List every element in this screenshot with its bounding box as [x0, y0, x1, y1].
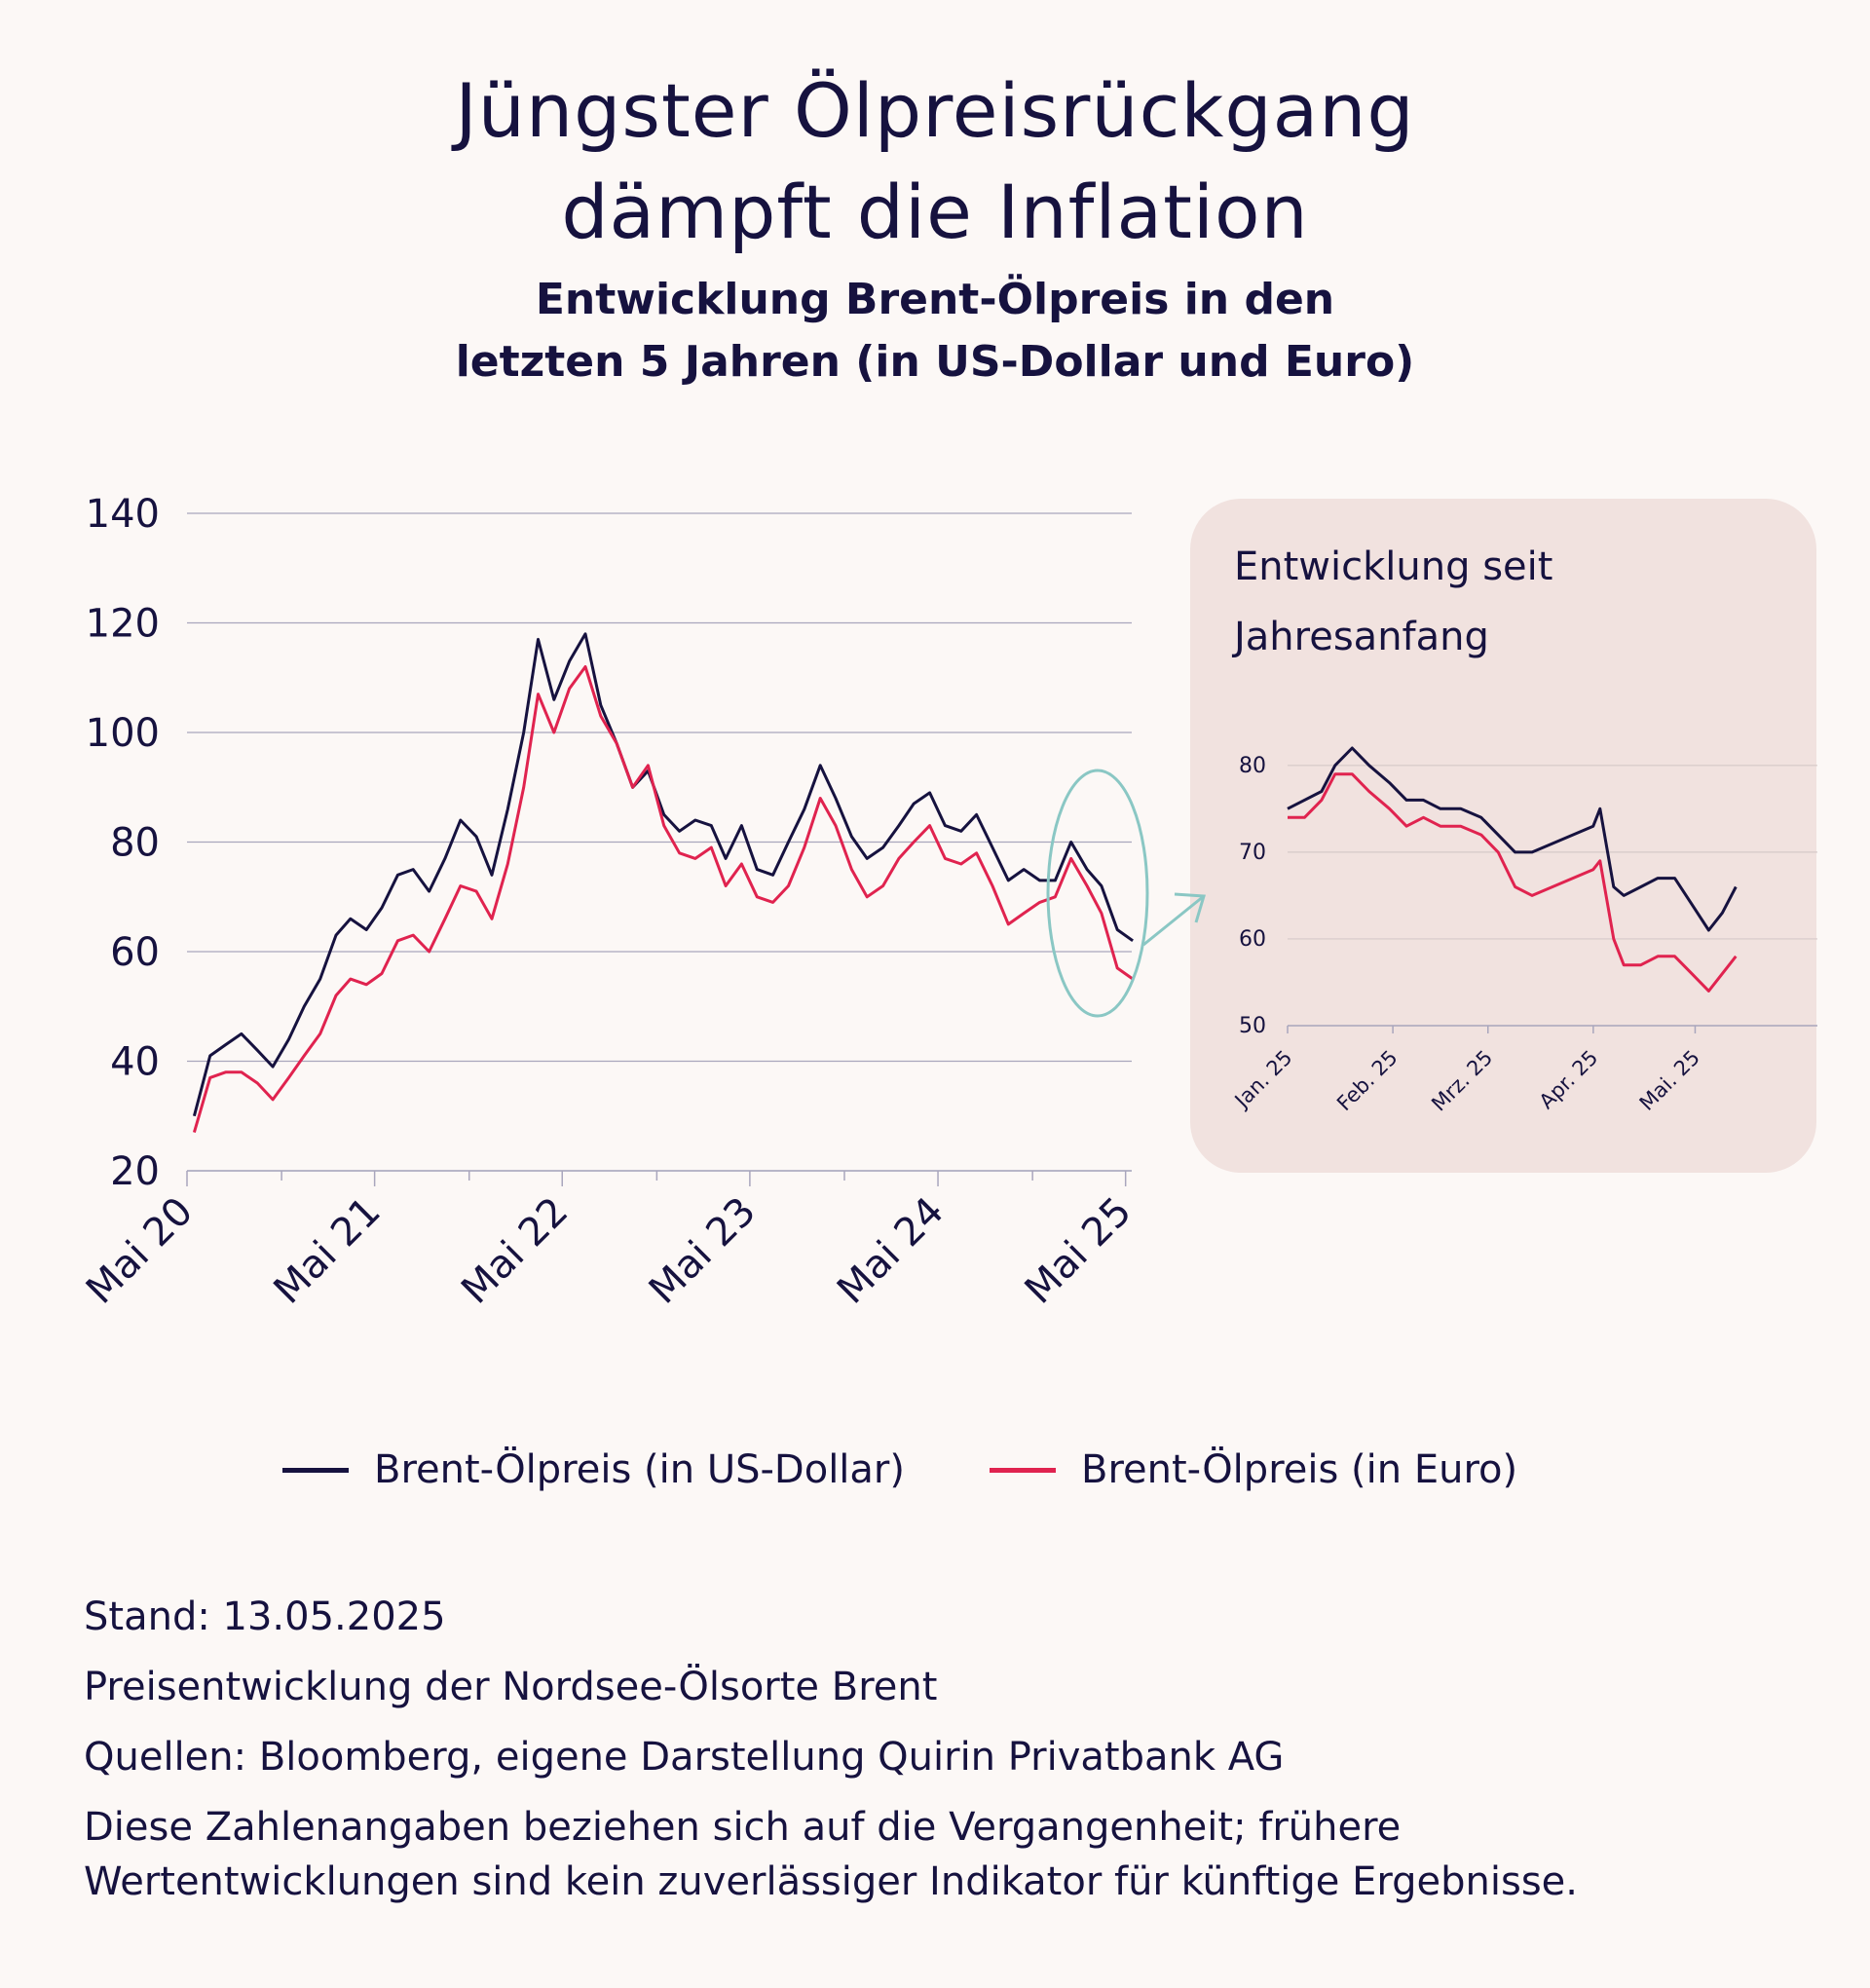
inset-y-tick-label: 80: [1239, 754, 1266, 778]
inset-x-tick-label: Mai. 25: [1635, 1046, 1704, 1115]
inset-x-tick-label: Mrz. 25: [1427, 1046, 1497, 1116]
inset-title: Entwicklung seit Jahresanfang: [1234, 532, 1740, 672]
inset-y-tick-label: 60: [1239, 927, 1266, 952]
legend-swatch-eur: [990, 1467, 1056, 1473]
chart-subtitle: Entwicklung Brent-Ölpreis in den letzten…: [0, 269, 1870, 394]
footer-stand: Stand: 13.05.2025: [84, 1594, 446, 1639]
highlight-arrow-line: [1142, 894, 1205, 947]
inset-x-tick-label: Feb. 25: [1332, 1046, 1402, 1116]
inset-grid: [1288, 765, 1817, 1027]
main-x-axis: Mai 20 Mai 21 Mai 22 Mai 23 Mai 24 Mai 25: [78, 1170, 1141, 1313]
inset-title-line-1: Entwicklung seit: [1234, 544, 1553, 589]
y-tick-label: 40: [110, 1040, 160, 1085]
highlight-ellipse: [1046, 769, 1149, 1018]
series-line-eur: [192, 665, 1134, 1134]
inset-x-axis: Jan. 25 Feb. 25 Mrz. 25 Apr. 25 Mai. 25: [1229, 1025, 1817, 1116]
footer-disclaimer: Diese Zahlenangaben beziehen sich auf di…: [84, 1800, 1817, 1909]
highlight-arrow-head: [1174, 892, 1206, 923]
x-tick-label: Mai 24: [829, 1189, 953, 1313]
x-tick-label: Mai 23: [641, 1189, 765, 1313]
title-line-2: dämpft die Inflation: [561, 169, 1309, 255]
inset-y-tick-label: 50: [1239, 1014, 1266, 1038]
y-tick-label: 100: [86, 711, 160, 756]
subtitle-line-2: letzten 5 Jahren (in US-Dollar und Euro): [455, 337, 1415, 387]
footer-disclaimer-line-1: Diese Zahlenangaben beziehen sich auf di…: [84, 1805, 1402, 1850]
legend-label-eur: Brent-Ölpreis (in Euro): [1081, 1447, 1518, 1492]
x-tick-label: Mai 20: [78, 1189, 202, 1313]
highlight-annotation: [1046, 769, 1206, 1018]
legend-item-eur: Brent-Ölpreis (in Euro): [990, 1447, 1517, 1492]
main-y-axis: 20 40 60 80 100 120 140: [86, 492, 160, 1194]
inset-panel: [1190, 499, 1816, 1173]
inset-series-line-usd: [1287, 746, 1738, 932]
footer-notes: Stand: 13.05.2025 Preisentwicklung der N…: [84, 1590, 1817, 1909]
x-tick-label: Mai 21: [266, 1189, 390, 1313]
footer-description: Preisentwicklung der Nordsee-Ölsorte Bre…: [84, 1665, 938, 1709]
inset-x-tick-label: Apr. 25: [1535, 1046, 1603, 1114]
chart-title: Jüngster Ölpreisrückgang dämpft die Infl…: [0, 60, 1870, 263]
footer-disclaimer-line-2: Wertentwicklungen sind kein zuverlässige…: [84, 1859, 1578, 1904]
main-plot: [192, 632, 1134, 1134]
footer-sources: Quellen: Bloomberg, eigene Darstellung Q…: [84, 1735, 1285, 1780]
legend: Brent-Ölpreis (in US-Dollar) Brent-Ölpre…: [0, 1447, 1870, 1496]
inset-x-tick-label: Jan. 25: [1229, 1046, 1297, 1114]
y-tick-label: 120: [86, 602, 160, 647]
inset-series-line-eur: [1288, 772, 1738, 993]
subtitle-line-1: Entwicklung Brent-Ölpreis in den: [535, 275, 1335, 324]
y-tick-label: 60: [110, 930, 160, 975]
legend-item-usd: Brent-Ölpreis (in US-Dollar): [282, 1447, 905, 1492]
title-line-1: Jüngster Ölpreisrückgang: [455, 67, 1415, 154]
inset-y-axis: 50 60 70 80: [1239, 754, 1266, 1038]
y-tick-label: 140: [86, 492, 160, 537]
y-tick-label: 20: [110, 1149, 160, 1194]
x-tick-label: Mai 25: [1017, 1189, 1141, 1313]
inset-y-tick-label: 70: [1239, 841, 1266, 865]
x-tick-label: Mai 22: [453, 1189, 577, 1313]
legend-label-usd: Brent-Ölpreis (in US-Dollar): [374, 1447, 905, 1492]
inset-plot: [1287, 746, 1738, 993]
y-tick-label: 80: [110, 821, 160, 866]
series-line-usd: [192, 632, 1134, 1117]
legend-swatch-usd: [282, 1467, 349, 1473]
inset-title-line-2: Jahresanfang: [1234, 615, 1489, 659]
